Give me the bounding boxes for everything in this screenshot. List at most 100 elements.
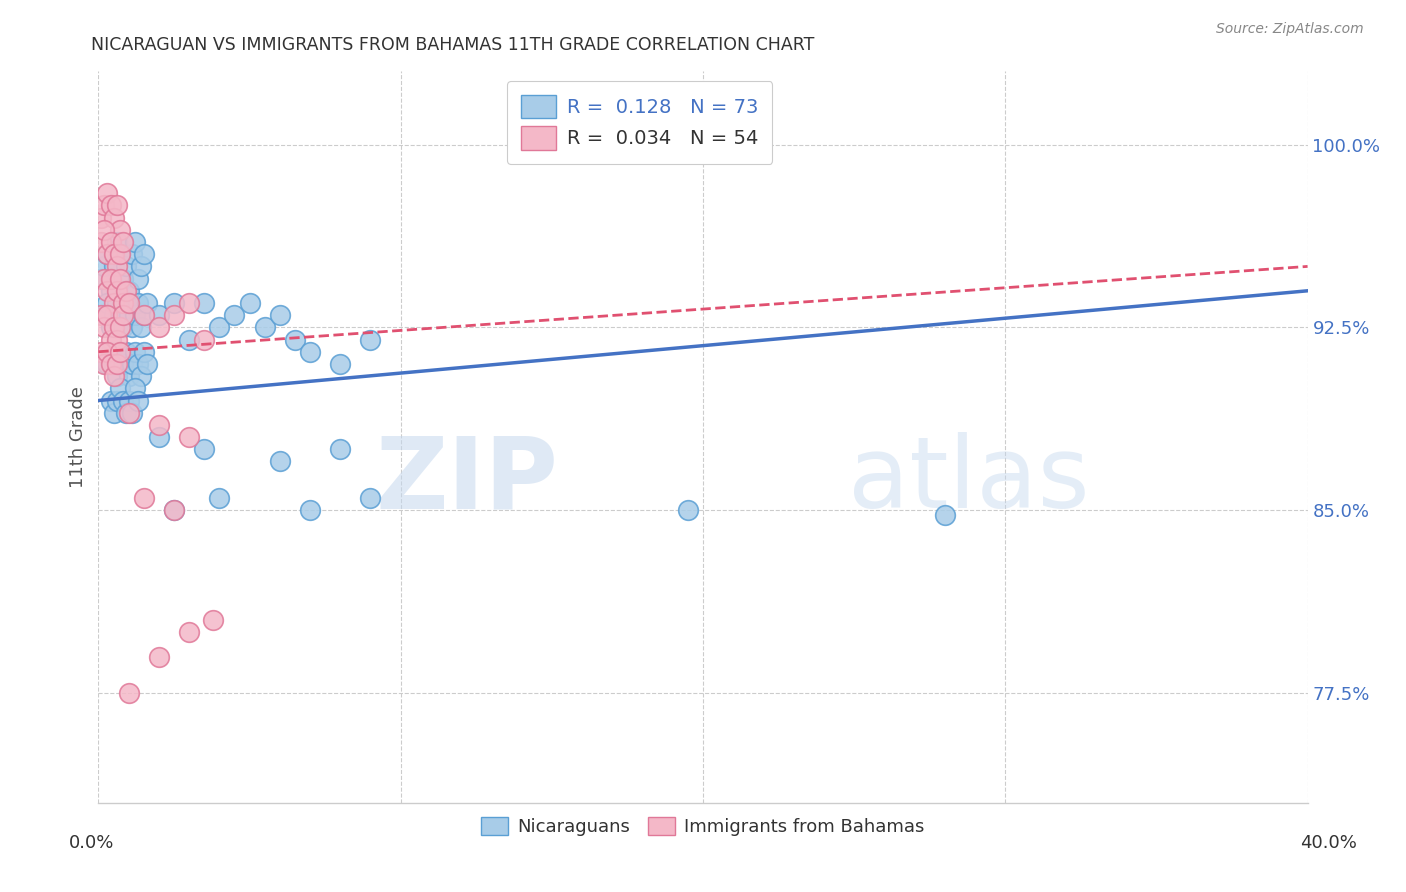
Point xyxy=(105,296,128,310)
Point xyxy=(111,296,134,310)
Point xyxy=(132,247,155,261)
Point xyxy=(121,320,143,334)
Point xyxy=(105,198,128,212)
Point xyxy=(100,235,122,249)
Point xyxy=(121,406,143,420)
Point xyxy=(108,344,131,359)
Point xyxy=(148,320,170,334)
Point xyxy=(105,284,128,298)
Point xyxy=(148,308,170,322)
Point xyxy=(111,308,134,322)
Point xyxy=(100,357,122,371)
Point xyxy=(193,333,215,347)
Point xyxy=(163,308,186,322)
Point xyxy=(179,333,201,347)
Point xyxy=(329,442,352,457)
Point xyxy=(135,296,157,310)
Point xyxy=(299,344,322,359)
Point xyxy=(129,320,152,334)
Point xyxy=(108,247,131,261)
Point xyxy=(269,308,291,322)
Point xyxy=(284,333,307,347)
Point xyxy=(118,284,141,298)
Point xyxy=(253,320,276,334)
Point xyxy=(103,357,125,371)
Point xyxy=(93,320,115,334)
Point xyxy=(100,344,122,359)
Point xyxy=(93,260,115,274)
Point xyxy=(96,247,118,261)
Point xyxy=(93,223,115,237)
Point xyxy=(100,284,122,298)
Point xyxy=(96,357,118,371)
Point xyxy=(179,625,201,640)
Point xyxy=(105,357,128,371)
Point xyxy=(129,260,152,274)
Point xyxy=(208,320,231,334)
Point xyxy=(100,393,122,408)
Point xyxy=(96,308,118,322)
Point xyxy=(111,393,134,408)
Legend: Nicaraguans, Immigrants from Bahamas: Nicaraguans, Immigrants from Bahamas xyxy=(472,807,934,845)
Point xyxy=(100,271,122,285)
Point xyxy=(108,381,131,395)
Point xyxy=(114,260,136,274)
Point xyxy=(118,308,141,322)
Point xyxy=(105,393,128,408)
Point xyxy=(103,308,125,322)
Point xyxy=(132,308,155,322)
Point xyxy=(90,344,112,359)
Point xyxy=(121,247,143,261)
Text: 40.0%: 40.0% xyxy=(1301,834,1357,852)
Point xyxy=(132,308,155,322)
Point xyxy=(103,369,125,384)
Point xyxy=(179,296,201,310)
Text: Source: ZipAtlas.com: Source: ZipAtlas.com xyxy=(1216,22,1364,37)
Point xyxy=(114,406,136,420)
Point xyxy=(163,503,186,517)
Point xyxy=(148,430,170,444)
Text: ZIP: ZIP xyxy=(375,433,558,530)
Point xyxy=(108,271,131,285)
Point xyxy=(111,357,134,371)
Point xyxy=(239,296,262,310)
Point xyxy=(108,247,131,261)
Point xyxy=(111,320,134,334)
Point xyxy=(108,308,131,322)
Point xyxy=(90,235,112,249)
Point xyxy=(329,357,352,371)
Point xyxy=(124,235,146,249)
Point xyxy=(100,320,122,334)
Point xyxy=(163,296,186,310)
Point xyxy=(127,296,149,310)
Point xyxy=(100,333,122,347)
Point xyxy=(676,503,699,517)
Point xyxy=(118,369,141,384)
Point xyxy=(163,503,186,517)
Point xyxy=(193,296,215,310)
Point xyxy=(93,271,115,285)
Point xyxy=(179,430,201,444)
Point xyxy=(224,308,246,322)
Point xyxy=(111,235,134,249)
Point xyxy=(127,271,149,285)
Point xyxy=(96,296,118,310)
Point xyxy=(360,333,382,347)
Point xyxy=(132,491,155,505)
Text: atlas: atlas xyxy=(848,433,1090,530)
Y-axis label: 11th Grade: 11th Grade xyxy=(69,386,87,488)
Text: NICARAGUAN VS IMMIGRANTS FROM BAHAMAS 11TH GRADE CORRELATION CHART: NICARAGUAN VS IMMIGRANTS FROM BAHAMAS 11… xyxy=(91,36,814,54)
Text: 0.0%: 0.0% xyxy=(69,834,114,852)
Point xyxy=(208,491,231,505)
Point xyxy=(96,186,118,201)
Point xyxy=(100,198,122,212)
Point xyxy=(103,296,125,310)
Point xyxy=(103,260,125,274)
Point xyxy=(93,308,115,322)
Point xyxy=(96,284,118,298)
Point xyxy=(934,508,956,522)
Point xyxy=(96,344,118,359)
Point xyxy=(114,296,136,310)
Point xyxy=(105,369,128,384)
Point xyxy=(132,344,155,359)
